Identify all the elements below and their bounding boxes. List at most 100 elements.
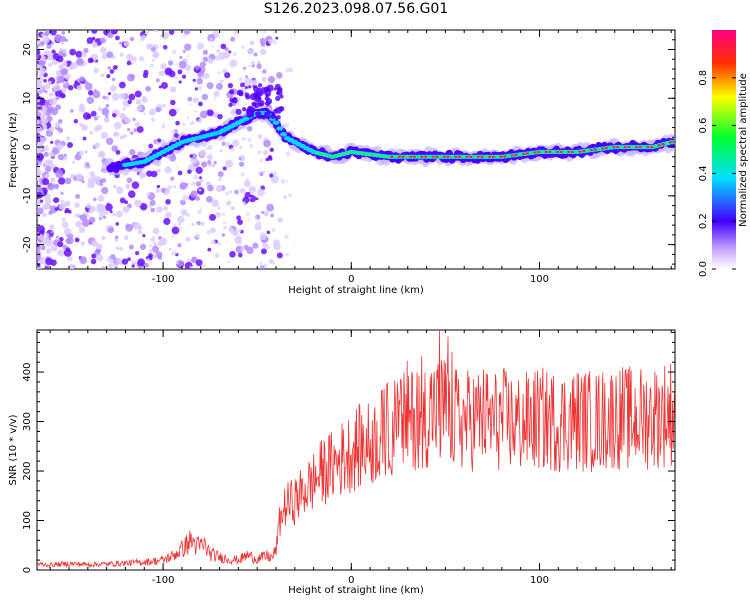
noise-speck xyxy=(111,145,119,152)
noise-speck xyxy=(195,181,202,187)
noise-speck xyxy=(48,210,53,215)
noise-speck xyxy=(187,96,193,102)
noise-speck xyxy=(57,154,64,161)
noise-speck xyxy=(126,128,131,132)
noise-speck xyxy=(118,81,126,89)
noise-speck xyxy=(57,119,63,124)
noise-speck xyxy=(243,180,251,188)
noise-speck xyxy=(271,228,276,233)
noise-speck xyxy=(115,149,121,155)
noise-speck xyxy=(170,99,176,106)
noise-speck xyxy=(232,139,240,147)
noise-speck xyxy=(206,229,212,235)
noise-speck xyxy=(237,219,243,226)
noise-speck xyxy=(210,227,216,234)
noise-speck xyxy=(146,192,151,197)
noise-speck xyxy=(70,109,74,113)
noise-speck xyxy=(119,92,126,100)
noise-speck xyxy=(91,30,98,34)
noise-speck xyxy=(185,236,191,242)
lobe-speck xyxy=(249,106,254,112)
noise-speck xyxy=(127,257,131,262)
noise-speck xyxy=(241,136,246,141)
colorbar-tick-label: 0.4 xyxy=(698,165,709,181)
noise-speck xyxy=(277,217,283,223)
noise-speck xyxy=(66,136,71,141)
noise-speck xyxy=(269,173,274,178)
noise-speck xyxy=(213,96,217,100)
noise-speck xyxy=(37,54,42,59)
lobe-speck xyxy=(256,111,262,117)
noise-speck xyxy=(239,187,246,194)
noise-speck xyxy=(202,49,208,55)
noise-speck xyxy=(194,110,197,113)
noise-speck xyxy=(155,107,161,113)
noise-speck xyxy=(201,75,206,80)
x-tick-label: 100 xyxy=(530,274,549,285)
noise-speck xyxy=(91,240,98,247)
noise-speck xyxy=(93,67,100,74)
noise-speck xyxy=(119,197,126,204)
noise-speck xyxy=(168,247,172,251)
noise-speck xyxy=(159,237,168,246)
noise-speck xyxy=(106,74,111,79)
noise-speck xyxy=(110,254,116,260)
noise-speck xyxy=(55,89,63,98)
noise-speck xyxy=(195,233,201,239)
noise-speck xyxy=(84,150,88,154)
noise-speck xyxy=(146,170,153,177)
noise-speck xyxy=(182,194,187,199)
noise-speck xyxy=(92,90,101,99)
noise-speck xyxy=(137,258,146,267)
colorbar xyxy=(712,30,736,269)
noise-speck xyxy=(75,193,81,199)
noise-speck xyxy=(210,239,216,245)
noise-speck xyxy=(127,99,132,105)
y-tick-label: 10 xyxy=(22,92,33,105)
noise-speck xyxy=(168,184,173,189)
noise-speck xyxy=(63,227,72,236)
noise-speck xyxy=(162,45,168,50)
noise-speck xyxy=(230,206,235,211)
noise-speck xyxy=(61,31,66,35)
noise-speck xyxy=(214,253,220,258)
lobe-speck xyxy=(257,87,262,92)
noise-speck xyxy=(72,160,76,164)
noise-speck xyxy=(186,213,190,217)
noise-speck xyxy=(40,55,46,62)
noise-speck xyxy=(211,45,214,48)
noise-speck xyxy=(262,170,266,174)
noise-speck xyxy=(161,31,169,40)
noise-speck xyxy=(154,169,157,172)
noise-speck xyxy=(68,263,75,269)
noise-speck xyxy=(194,87,198,91)
noise-speck xyxy=(155,188,160,193)
noise-speck xyxy=(270,213,275,218)
noise-speck xyxy=(183,30,191,35)
noise-speck xyxy=(57,177,66,185)
noise-speck xyxy=(178,226,182,231)
noise-speck xyxy=(178,60,187,69)
noise-speck xyxy=(64,210,68,214)
noise-speck xyxy=(81,180,85,184)
noise-speck xyxy=(206,82,214,90)
noise-speck xyxy=(160,81,168,89)
noise-speck xyxy=(151,235,156,240)
noise-speck xyxy=(37,99,41,103)
ridge-peak xyxy=(276,126,284,131)
noise-speck xyxy=(63,81,67,85)
noise-speck xyxy=(59,237,64,242)
noise-speck xyxy=(285,151,291,156)
noise-speck xyxy=(260,248,267,255)
noise-speck xyxy=(115,210,123,218)
noise-speck xyxy=(54,122,61,128)
noise-speck xyxy=(286,180,289,183)
noise-speck xyxy=(247,137,252,142)
noise-speck xyxy=(247,218,250,221)
noise-speck xyxy=(262,69,267,74)
noise-speck xyxy=(37,201,40,206)
noise-speck xyxy=(75,173,83,181)
x-tick-label: -100 xyxy=(152,575,175,586)
noise-speck xyxy=(48,62,53,68)
noise-speck xyxy=(266,203,274,212)
